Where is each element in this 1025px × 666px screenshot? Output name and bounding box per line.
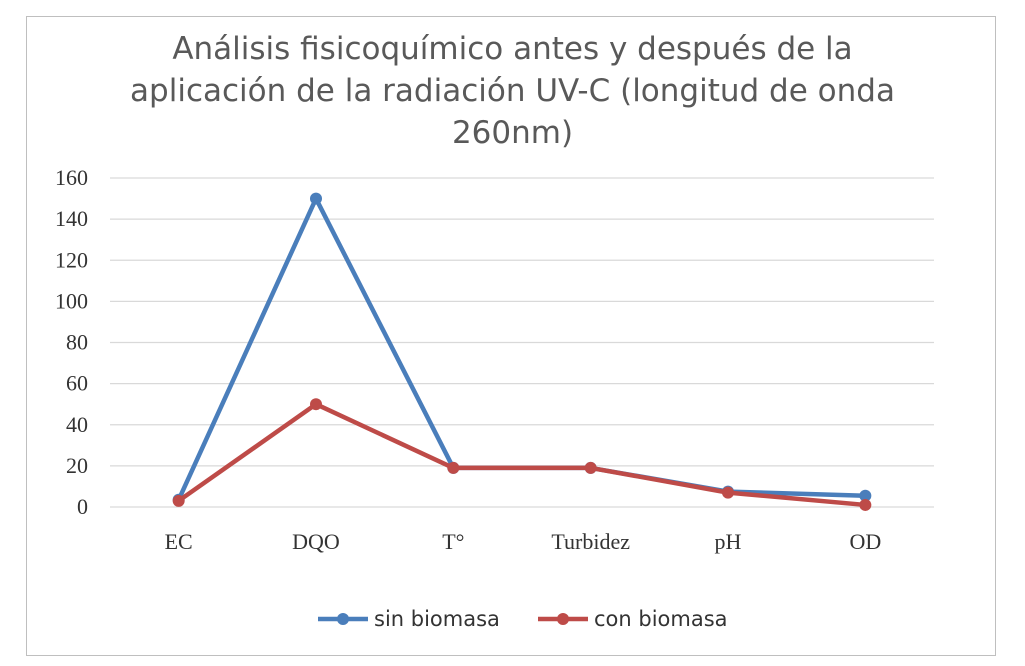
legend-item: con biomasa bbox=[538, 607, 728, 631]
y-tick-label: 20 bbox=[66, 453, 88, 478]
x-tick-label: EC bbox=[165, 529, 193, 554]
legend-marker bbox=[557, 613, 569, 625]
x-tick-label: T° bbox=[442, 529, 464, 554]
y-tick-label: 140 bbox=[55, 206, 88, 231]
legend-marker bbox=[337, 613, 349, 625]
data-point bbox=[859, 498, 872, 511]
y-tick-label: 120 bbox=[55, 247, 88, 272]
legend-item: sin biomasa bbox=[318, 607, 500, 631]
x-tick-label: Turbidez bbox=[551, 529, 630, 554]
legend-label: sin biomasa bbox=[374, 607, 500, 631]
x-axis-ticks: EC DQO T° Turbidez pH OD bbox=[165, 529, 882, 554]
chart-title-line-2: aplicación de la radiación UV-C (longitu… bbox=[130, 73, 895, 109]
y-axis-ticks: 0 20 40 60 80 100 120 140 160 bbox=[55, 165, 88, 519]
y-tick-label: 80 bbox=[66, 330, 88, 355]
data-point bbox=[447, 461, 460, 474]
data-point bbox=[310, 398, 322, 411]
x-tick-label: OD bbox=[849, 529, 881, 554]
chart-frame bbox=[26, 16, 996, 656]
y-tick-label: 0 bbox=[77, 494, 88, 519]
series-1 bbox=[172, 192, 872, 506]
chart-title: Análisis fisicoquímico antes y después d… bbox=[0, 28, 1025, 154]
x-tick-label: pH bbox=[715, 529, 742, 554]
y-tick-label: 60 bbox=[66, 371, 88, 396]
y-tick-label: 160 bbox=[55, 165, 88, 190]
series-line bbox=[176, 196, 868, 503]
data-point bbox=[722, 486, 734, 499]
data-point bbox=[859, 489, 872, 502]
data-point bbox=[310, 192, 322, 205]
data-point bbox=[584, 461, 597, 474]
legend-label: con biomasa bbox=[594, 607, 728, 631]
gridlines bbox=[110, 177, 934, 508]
series-line bbox=[176, 401, 868, 508]
x-tick-label: DQO bbox=[292, 529, 340, 554]
series-2 bbox=[172, 398, 872, 511]
y-tick-label: 40 bbox=[66, 412, 88, 437]
series-group bbox=[172, 192, 872, 511]
chart-title-line-1: Análisis fisicoquímico antes y después d… bbox=[172, 31, 853, 67]
y-tick-label: 100 bbox=[55, 288, 88, 313]
chart-title-line-3: 260nm) bbox=[451, 115, 574, 151]
data-point bbox=[172, 494, 185, 507]
legend: sin biomasa con biomasa bbox=[318, 607, 728, 631]
